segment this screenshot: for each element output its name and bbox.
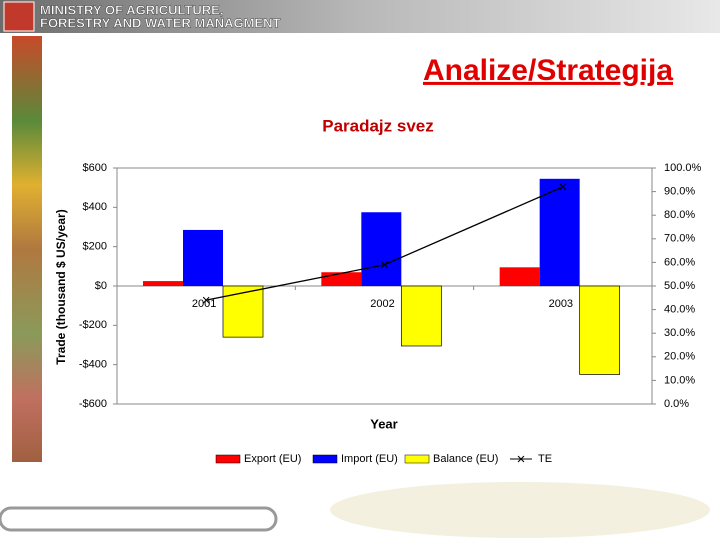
side-image-strip xyxy=(12,36,42,462)
slide-title: Analize/Strategija xyxy=(423,54,673,87)
y-tick-label: $400 xyxy=(83,201,107,213)
header-emblem xyxy=(3,1,35,32)
y2-tick-label: 20.0% xyxy=(664,351,695,363)
y-axis-title: Trade (thousand $ US/year) xyxy=(54,209,68,364)
y2-tick-label: 90.0% xyxy=(664,186,695,198)
bar xyxy=(143,281,183,286)
bar xyxy=(400,285,442,347)
y2-tick-label: 50.0% xyxy=(664,280,695,292)
footer-illustration xyxy=(330,482,710,538)
legend-label: Import (EU) xyxy=(341,453,398,465)
bar xyxy=(361,212,402,286)
bar xyxy=(499,267,540,286)
legend-swatch xyxy=(312,454,338,464)
line-marker xyxy=(202,296,210,304)
y2-tick-label: 70.0% xyxy=(664,233,695,245)
legend-label: Balance (EU) xyxy=(433,453,498,465)
bar xyxy=(579,285,621,375)
y-tick-label: -$400 xyxy=(79,359,107,371)
line-marker xyxy=(559,183,567,191)
x-tick-label: 2002 xyxy=(370,298,394,310)
y2-tick-label: 80.0% xyxy=(664,209,695,221)
footer-bar xyxy=(0,506,278,532)
bar xyxy=(539,178,580,286)
bar xyxy=(222,285,264,338)
chart-title: Paradajz svez xyxy=(322,116,434,135)
y2-tick-label: 0.0% xyxy=(664,398,689,410)
bar xyxy=(321,272,362,286)
legend-marker xyxy=(517,455,525,463)
y-tick-label: -$200 xyxy=(79,319,107,331)
header-line: FORESTRY AND WATER MANAGMENT xyxy=(40,15,281,30)
y2-tick-label: 40.0% xyxy=(664,304,695,316)
header-bar xyxy=(0,0,720,33)
legend-swatch xyxy=(404,454,430,464)
y-tick-label: $200 xyxy=(83,241,107,253)
y-tick-label: -$600 xyxy=(79,398,107,410)
x-axis-title: Year xyxy=(370,416,397,431)
y2-tick-label: 100.0% xyxy=(664,162,702,174)
y-tick-label: $0 xyxy=(95,280,107,292)
legend-swatch xyxy=(215,454,241,464)
legend-label: Export (EU) xyxy=(244,453,301,465)
x-tick-label: 2003 xyxy=(549,298,573,310)
header-line: MINISTRY OF AGRICULTURE, xyxy=(40,2,223,17)
legend-label: TE xyxy=(538,453,552,465)
bar xyxy=(183,229,223,286)
y2-tick-label: 10.0% xyxy=(664,374,695,386)
x-tick-label: 2001 xyxy=(192,298,216,310)
y2-tick-label: 30.0% xyxy=(664,327,695,339)
y2-tick-label: 60.0% xyxy=(664,256,695,268)
line-marker xyxy=(381,261,388,269)
y-tick-label: $600 xyxy=(83,162,107,174)
